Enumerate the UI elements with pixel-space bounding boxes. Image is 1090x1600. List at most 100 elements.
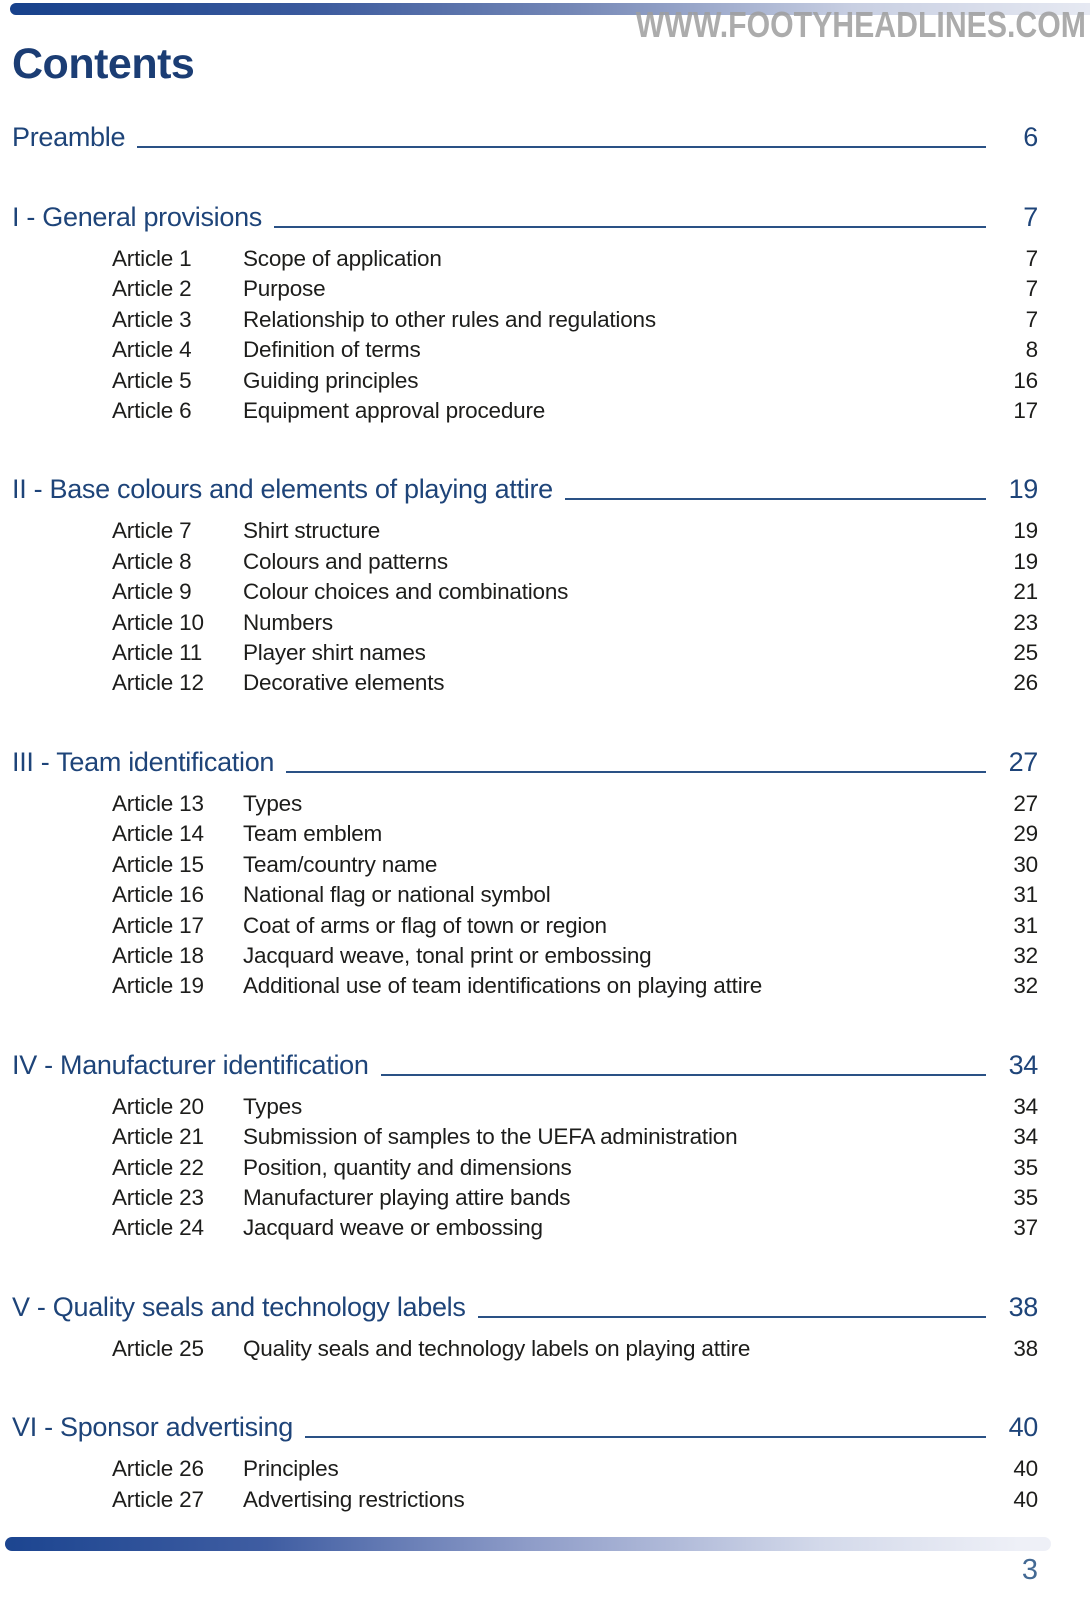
article-page-number: 37 <box>1013 1215 1038 1241</box>
leader-line <box>564 498 986 501</box>
article-label: Article 8 <box>112 548 192 574</box>
section-page-number: 34 <box>1008 1049 1039 1080</box>
section-articles: Article 7 Shirt structure 19 Article 8 C… <box>12 516 1038 698</box>
toc-article-row[interactable]: Article 22 Position, quantity and dimens… <box>12 1153 1038 1183</box>
toc-article-row[interactable]: Article 12 Decorative elements 26 <box>12 668 1038 698</box>
article-page-number: 21 <box>1013 579 1038 605</box>
toc-article-row[interactable]: Article 14 Team emblem 29 <box>12 819 1038 849</box>
article-title: Equipment approval procedure <box>243 398 546 424</box>
toc-article-row[interactable]: Article 21 Submission of samples to the … <box>12 1122 1038 1152</box>
article-page-number: 8 <box>1025 337 1039 363</box>
section-articles: Article 26 Principles 40 Article 27 Adve… <box>12 1454 1038 1515</box>
toc-section: III - Team identification 27 Article 13 … <box>12 745 1038 1002</box>
toc-article-row[interactable]: Article 26 Principles 40 <box>12 1454 1038 1484</box>
section-page-number: 27 <box>1008 746 1039 777</box>
toc-section-heading[interactable]: II - Base colours and elements of playin… <box>12 472 1038 506</box>
top-decoration-bar <box>10 3 1090 15</box>
leader-line <box>477 1315 986 1318</box>
article-label: Article 5 <box>112 367 192 393</box>
article-label: Article 3 <box>112 306 192 332</box>
page-title: Contents <box>12 40 195 88</box>
toc-article-row[interactable]: Article 13 Types 27 <box>12 789 1038 819</box>
article-label: Article 12 <box>112 670 204 696</box>
article-page-number: 40 <box>1013 1486 1038 1512</box>
section-title: IV - Manufacturer identification <box>12 1049 369 1080</box>
article-page-number: 7 <box>1025 306 1039 332</box>
article-title: Player shirt names <box>243 640 426 666</box>
article-label: Article 17 <box>112 912 204 938</box>
section-page-number: 19 <box>1008 474 1039 505</box>
article-label: Article 19 <box>112 973 204 999</box>
article-title: Submission of samples to the UEFA admini… <box>243 1124 738 1150</box>
article-page-number: 26 <box>1013 670 1038 696</box>
article-label: Article 7 <box>112 518 192 544</box>
article-page-number: 40 <box>1013 1456 1038 1482</box>
toc-article-row[interactable]: Article 15 Team/country name 30 <box>12 850 1038 880</box>
article-label: Article 23 <box>112 1184 204 1210</box>
toc-article-row[interactable]: Article 24 Jacquard weave or embossing 3… <box>12 1213 1038 1243</box>
toc-section-heading[interactable]: I - General provisions 7 <box>12 200 1038 234</box>
section-title: V - Quality seals and technology labels <box>12 1291 466 1322</box>
table-of-contents: Preamble 6 I - General provisions 7 Arti… <box>12 120 1038 1515</box>
toc-article-row[interactable]: Article 17 Coat of arms or flag of town … <box>12 911 1038 941</box>
article-label: Article 20 <box>112 1093 204 1119</box>
article-title: Relationship to other rules and regulati… <box>243 306 656 332</box>
article-title: Jacquard weave or embossing <box>243 1215 543 1241</box>
toc-article-row[interactable]: Article 23 Manufacturer playing attire b… <box>12 1183 1038 1213</box>
article-label: Article 26 <box>112 1456 204 1482</box>
article-title: Additional use of team identifications o… <box>243 973 763 999</box>
toc-article-row[interactable]: Article 2 Purpose 7 <box>12 274 1038 304</box>
article-page-number: 38 <box>1013 1335 1038 1361</box>
article-label: Article 10 <box>112 609 204 635</box>
toc-article-row[interactable]: Article 1 Scope of application 7 <box>12 244 1038 274</box>
leader-line <box>137 146 986 148</box>
toc-article-row[interactable]: Article 8 Colours and patterns 19 <box>12 547 1038 577</box>
toc-article-row[interactable]: Article 20 Types 34 <box>12 1092 1038 1122</box>
toc-entry-preamble[interactable]: Preamble 6 <box>12 120 1038 154</box>
article-title: Decorative elements <box>243 670 445 696</box>
article-title: Quality seals and technology labels on p… <box>243 1335 751 1361</box>
bottom-decoration-bar <box>5 1537 1051 1551</box>
toc-section-heading[interactable]: III - Team identification 27 <box>12 745 1038 779</box>
toc-section-heading[interactable]: VI - Sponsor advertising 40 <box>12 1410 1038 1444</box>
article-title: Team/country name <box>243 851 438 877</box>
article-page-number: 31 <box>1013 882 1038 908</box>
section-page-number: 40 <box>1008 1412 1039 1443</box>
toc-article-row[interactable]: Article 10 Numbers 23 <box>12 608 1038 638</box>
section-articles: Article 1 Scope of application 7 Article… <box>12 244 1038 426</box>
toc-article-row[interactable]: Article 19 Additional use of team identi… <box>12 971 1038 1001</box>
article-title: Purpose <box>243 276 326 302</box>
toc-section-heading[interactable]: V - Quality seals and technology labels … <box>12 1290 1038 1324</box>
section-title: VI - Sponsor advertising <box>12 1412 293 1443</box>
article-label: Article 11 <box>112 640 203 666</box>
article-title: Colours and patterns <box>243 548 448 574</box>
article-page-number: 29 <box>1013 821 1038 847</box>
toc-article-row[interactable]: Article 25 Quality seals and technology … <box>12 1334 1038 1364</box>
article-page-number: 32 <box>1013 973 1038 999</box>
toc-article-row[interactable]: Article 27 Advertising restrictions 40 <box>12 1485 1038 1515</box>
article-label: Article 21 <box>112 1124 204 1150</box>
toc-article-row[interactable]: Article 5 Guiding principles 16 <box>12 366 1038 396</box>
toc-article-row[interactable]: Article 9 Colour choices and combination… <box>12 577 1038 607</box>
toc-section: IV - Manufacturer identification 34 Arti… <box>12 1048 1038 1244</box>
toc-article-row[interactable]: Article 4 Definition of terms 8 <box>12 335 1038 365</box>
toc-article-row[interactable]: Article 16 National flag or national sym… <box>12 880 1038 910</box>
article-title: Manufacturer playing attire bands <box>243 1184 571 1210</box>
article-title: Advertising restrictions <box>243 1486 465 1512</box>
article-page-number: 7 <box>1025 246 1039 271</box>
toc-section-heading[interactable]: IV - Manufacturer identification 34 <box>12 1048 1038 1082</box>
toc-article-row[interactable]: Article 11 Player shirt names 25 <box>12 638 1038 668</box>
toc-article-row[interactable]: Article 6 Equipment approval procedure 1… <box>12 396 1038 426</box>
leader-line <box>380 1073 986 1076</box>
leader-line <box>274 226 986 228</box>
article-label: Article 24 <box>112 1215 204 1241</box>
toc-article-row[interactable]: Article 7 Shirt structure 19 <box>12 516 1038 546</box>
page-number: 3 <box>1021 1554 1038 1586</box>
toc-article-row[interactable]: Article 3 Relationship to other rules an… <box>12 305 1038 335</box>
section-articles: Article 25 Quality seals and technology … <box>12 1334 1038 1364</box>
toc-article-row[interactable]: Article 18 Jacquard weave, tonal print o… <box>12 941 1038 971</box>
article-label: Article 15 <box>112 851 204 877</box>
article-page-number: 30 <box>1013 851 1038 877</box>
section-page-number: 38 <box>1008 1291 1039 1322</box>
article-title: Position, quantity and dimensions <box>243 1154 572 1180</box>
